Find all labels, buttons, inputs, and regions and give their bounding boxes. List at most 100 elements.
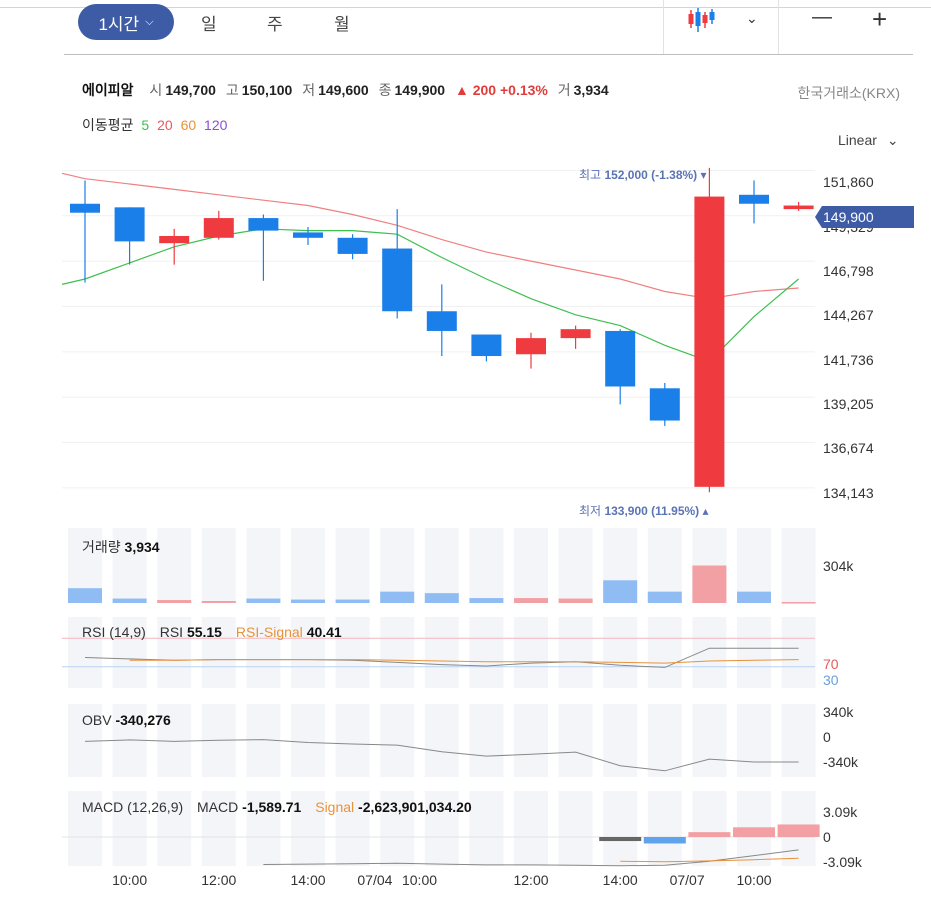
pane-column-bg: [157, 791, 192, 866]
x-tick-label: 14:00: [290, 872, 326, 888]
pane-column-bg: [112, 791, 147, 866]
pane-column-bg: [246, 528, 281, 603]
pane-column-bg: [781, 704, 816, 777]
pane-column-bg: [692, 617, 727, 688]
x-tick-label: 07/07: [669, 872, 705, 888]
macd-histogram-bar: [733, 827, 775, 837]
pane-column-bg: [424, 617, 459, 688]
pane-column-bg: [68, 704, 102, 777]
pane-column-bg: [157, 528, 192, 603]
exchange-label: 한국거래소(KRX): [797, 85, 900, 101]
rsi-signal-line: [129, 659, 799, 664]
obv-line: [84, 739, 799, 772]
x-tick-label: 12:00: [201, 872, 237, 888]
pane-column-bg: [335, 528, 370, 603]
volume-bar: [514, 598, 548, 603]
macd-axis-label: -3.09k: [823, 854, 862, 870]
rsi-series-label: RSI: [159, 624, 184, 640]
pane-column-bg: [469, 528, 504, 603]
candle-body: [203, 218, 234, 238]
pane-column-bg: [514, 617, 548, 688]
macd-legend: MACD (12,26,9) MACD -1,589.71 Signal -2,…: [82, 799, 472, 815]
triangle-down-icon: ▾: [700, 168, 707, 182]
toolbar-divider: [778, 0, 779, 54]
chevron-down-icon: ⌵: [145, 15, 154, 28]
macd-histogram-bar: [643, 837, 686, 844]
pane-column-bg: [469, 791, 504, 866]
y-tick-label: 134,143: [823, 485, 874, 501]
chart-toolbar: 1시간 ⌵ 일 주 월 ⌄ — +: [64, 0, 913, 55]
pane-column-bg: [692, 791, 727, 866]
volume-bar: [647, 591, 682, 603]
x-tick-label: 07/04: [357, 872, 393, 888]
macd-pane-label: MACD (12,26,9): [82, 799, 184, 815]
candle-body: [605, 330, 636, 387]
toolbar-divider: [663, 0, 664, 54]
candle-body: [560, 329, 591, 339]
tab-month[interactable]: 월: [334, 15, 350, 34]
pane-column-bg: [692, 704, 727, 777]
macd-signal-label: Signal: [315, 799, 355, 815]
pane-column-bg: [201, 528, 236, 603]
pane-column-bg: [647, 704, 682, 777]
scale-selector[interactable]: Linear ⌄: [838, 132, 899, 149]
candle-body: [337, 237, 368, 254]
ma-legend: 이동평균 5 20 60 120: [82, 115, 227, 135]
zoom-out-button[interactable]: —: [812, 6, 832, 28]
ma-20-label: 20: [157, 117, 173, 133]
chart-type-chevron-icon[interactable]: ⌄: [746, 10, 758, 26]
candlestick-icon: [688, 8, 715, 32]
low-marker-label: 최저: [579, 504, 602, 518]
obv-axis-label: 0: [823, 729, 831, 745]
pane-column-bg: [603, 704, 638, 777]
pane-column-bg: [469, 704, 504, 777]
pane-column-bg: [335, 617, 370, 688]
interval-selector[interactable]: 1시간 ⌵: [78, 4, 174, 40]
pane-column-bg: [380, 617, 415, 688]
pane-column-bg: [112, 528, 147, 603]
rsi-signal-label: RSI-Signal: [235, 624, 303, 640]
volume-axis-label: 304k: [823, 558, 854, 574]
pane-column-bg: [603, 617, 638, 688]
pane-column-bg: [558, 791, 593, 866]
pane-column-bg: [737, 617, 771, 688]
ma-legend-label: 이동평균: [82, 117, 134, 133]
scale-label: Linear: [838, 132, 877, 148]
volume-bar: [335, 599, 370, 603]
y-tick-label: 144,267: [823, 307, 874, 323]
chevron-down-icon: ⌄: [886, 132, 899, 148]
pane-column-bg: [558, 617, 593, 688]
volume-bar: [692, 565, 727, 603]
pane-column-bg: [647, 791, 682, 866]
low-label: 저: [302, 82, 316, 98]
y-tick-label: 151,860: [823, 174, 874, 190]
pane-column-bg: [558, 704, 593, 777]
close-label: 종: [378, 82, 392, 98]
pane-column-bg: [469, 617, 504, 688]
zoom-in-button[interactable]: +: [872, 4, 888, 34]
volume-bar: [246, 598, 281, 603]
pane-column-bg: [291, 704, 325, 777]
pane-column-bg: [558, 528, 593, 603]
pane-column-bg: [380, 704, 415, 777]
pane-column-bg: [157, 704, 192, 777]
x-tick-label: 14:00: [602, 872, 638, 888]
x-tick-label: 10:00: [112, 872, 148, 888]
candle-body: [114, 207, 145, 242]
chart-type-button[interactable]: [684, 6, 724, 36]
tab-day[interactable]: 일: [201, 15, 217, 34]
pane-column-bg: [201, 617, 236, 688]
candle-body: [471, 334, 502, 357]
tab-week[interactable]: 주: [267, 15, 283, 34]
pane-column-bg: [112, 617, 147, 688]
ma-5-label: 5: [141, 117, 150, 133]
macd-histogram-bar: [777, 824, 820, 837]
pane-column-bg: [201, 791, 236, 866]
pane-column-bg: [514, 528, 548, 603]
pane-column-bg: [246, 791, 281, 866]
volume-legend: 거래량 3,934: [82, 537, 160, 557]
interval-label: 1시간: [98, 14, 140, 34]
volume-bar: [469, 598, 504, 603]
pane-column-bg: [424, 528, 459, 603]
obv-axis-label: -340k: [823, 754, 859, 770]
